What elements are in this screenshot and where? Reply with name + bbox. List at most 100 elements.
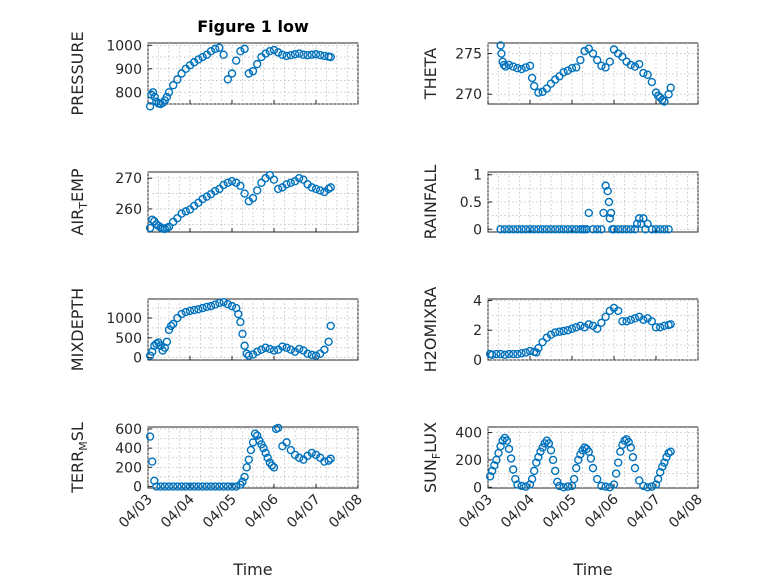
x-axis-label: Time	[572, 560, 612, 579]
data-point	[622, 317, 631, 326]
data-point	[614, 458, 623, 467]
data-point	[647, 317, 656, 326]
data-point	[527, 474, 537, 484]
data-point	[593, 55, 602, 65]
data-point	[282, 438, 291, 447]
data-point	[488, 350, 497, 359]
data-point	[658, 462, 667, 471]
data-point	[324, 456, 333, 465]
data-point	[227, 177, 237, 186]
data-point	[658, 95, 667, 105]
data-point	[194, 305, 203, 314]
data-point	[563, 225, 572, 234]
data-point	[538, 337, 547, 347]
data-point	[504, 225, 514, 234]
data-point	[582, 225, 591, 234]
y-axis-label: PRESSURE	[68, 31, 87, 115]
data-point	[639, 68, 648, 78]
data-point	[536, 447, 545, 456]
data-point	[320, 345, 329, 354]
data-point	[148, 88, 158, 97]
data-point	[168, 482, 178, 491]
data-point	[236, 181, 245, 191]
data-point	[496, 349, 505, 359]
data-point	[504, 444, 514, 454]
data-point	[601, 482, 610, 491]
data-point	[630, 62, 640, 71]
y-tick-label: 0	[133, 480, 142, 496]
data-point	[198, 52, 207, 62]
data-point	[548, 455, 558, 465]
data-point	[215, 298, 224, 308]
data-point	[513, 480, 522, 489]
data-point	[525, 61, 535, 70]
data-point	[496, 41, 505, 50]
data-point	[257, 345, 266, 354]
data-point	[530, 81, 539, 91]
data-point	[606, 208, 616, 218]
data-point	[265, 344, 274, 354]
data-point	[641, 225, 650, 234]
y-tick-label: 260	[115, 202, 142, 218]
data-point	[660, 97, 669, 106]
data-point	[240, 189, 249, 198]
data-point	[326, 454, 335, 463]
data-point	[238, 329, 247, 339]
data-point	[295, 344, 304, 354]
figure-title: Figure 1 low	[197, 17, 309, 36]
data-point	[236, 47, 245, 56]
data-point	[614, 306, 623, 316]
data-point	[253, 59, 262, 69]
data-point	[177, 209, 186, 218]
data-point	[147, 215, 157, 224]
data-point	[513, 349, 522, 359]
data-point	[145, 432, 155, 441]
data-point	[555, 481, 564, 491]
subplot-5: 0 500 1000 MIXDEPTH	[68, 288, 359, 371]
data-point	[588, 463, 598, 473]
data-point	[307, 183, 316, 192]
data-point	[189, 482, 199, 491]
data-point	[177, 69, 186, 78]
data-point	[295, 453, 304, 462]
data-point	[555, 327, 564, 336]
data-point	[666, 447, 675, 456]
y-tick-label: 200	[455, 453, 482, 469]
data-point	[527, 73, 537, 83]
data-point	[572, 63, 581, 72]
data-point	[223, 75, 233, 84]
data-point	[166, 321, 176, 331]
y-tick-label: 600	[115, 422, 142, 438]
data-point	[635, 214, 644, 223]
data-point	[202, 302, 212, 312]
data-point	[534, 88, 543, 97]
data-point	[250, 429, 260, 438]
data-point	[269, 175, 279, 184]
data-point	[521, 225, 530, 234]
data-point	[660, 458, 669, 467]
data-point	[576, 321, 585, 330]
data-point	[618, 317, 627, 326]
data-point	[588, 225, 598, 234]
data-point	[156, 341, 165, 350]
data-point	[630, 314, 640, 323]
data-point	[164, 325, 174, 335]
data-point	[265, 47, 274, 56]
data-point	[597, 481, 606, 491]
data-point	[609, 225, 619, 234]
data-point	[630, 225, 640, 234]
data-point	[286, 178, 295, 187]
data-point	[639, 214, 648, 223]
y-tick-label: 1	[473, 168, 482, 184]
data-point	[274, 48, 283, 57]
y-axis-label: H2OMIXRA	[421, 287, 440, 373]
data-point	[210, 482, 220, 491]
data-point	[559, 68, 568, 77]
data-point	[551, 225, 560, 234]
data-point	[286, 51, 295, 60]
data-point	[622, 225, 631, 234]
data-point	[605, 57, 614, 66]
data-point	[181, 307, 191, 317]
data-point	[158, 98, 167, 108]
data-point	[567, 324, 577, 333]
